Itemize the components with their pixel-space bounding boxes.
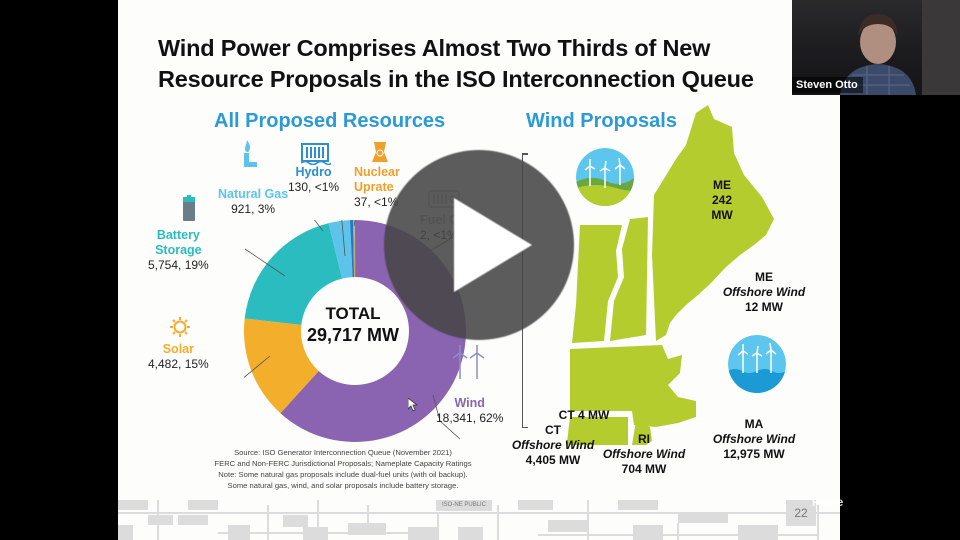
ma-offshore-label: MA Offshore Wind 12,975 MW	[712, 417, 796, 461]
footer-circuit-pattern	[118, 500, 840, 540]
total-value: 29,717 MW	[306, 325, 400, 345]
participant-video-feed	[840, 0, 960, 95]
map-state-vt	[572, 225, 622, 343]
participant-video-tile[interactable]: Steven Otto	[792, 0, 960, 95]
player-watermark: Powe	[812, 495, 844, 509]
mouse-cursor-icon	[408, 398, 418, 412]
slide-title: Wind Power Comprises Almost Two Thirds o…	[158, 33, 838, 95]
map-state-ma	[570, 345, 696, 427]
label-nuclear-uprate: Nuclear Uprate 37, <1%	[354, 165, 400, 209]
wind-proposals-heading: Wind Proposals	[526, 110, 677, 132]
chart-total: TOTAL 29,717 MW	[268, 303, 438, 346]
nuclear-plant-icon	[372, 142, 388, 162]
hydro-dam-icon	[301, 143, 331, 165]
label-natural-gas: Natural Gas 921, 3%	[218, 187, 289, 216]
ct-onshore-label: CT 4 MW	[558, 408, 610, 422]
label-battery-storage: Battery Storage 5,754, 19%	[148, 228, 209, 272]
map-state-me	[652, 105, 774, 341]
map-state-ri	[632, 421, 652, 445]
total-label: TOTAL	[325, 304, 381, 323]
title-line-2: Resource Proposals in the ISO Interconne…	[158, 66, 754, 92]
label-hydro: Hydro 130, <1%	[288, 165, 340, 194]
label-solar: Solar 4,482, 15%	[148, 342, 209, 371]
map-state-nh	[610, 217, 648, 341]
title-line-1: Wind Power Comprises Almost Two Thirds o…	[158, 35, 711, 61]
play-icon	[454, 198, 532, 292]
donut-slice-natural-gas	[328, 220, 353, 279]
slide-page-number: 22	[786, 500, 816, 526]
sun-icon	[170, 317, 190, 337]
ct-offshore-label: CT Offshore Wind 4,405 MW	[511, 423, 595, 467]
me-offshore-label: ME Offshore Wind 12 MW	[722, 270, 806, 314]
donut-slice-hydro	[350, 220, 355, 278]
battery-icon	[183, 195, 195, 221]
onshore-wind-icon	[576, 148, 634, 206]
gas-flame-icon	[244, 140, 257, 167]
map-state-ct	[566, 417, 628, 445]
new-england-map	[566, 105, 774, 445]
source-note: Source: ISO Generator Interconnection Qu…	[214, 448, 472, 490]
play-button[interactable]	[384, 150, 574, 340]
all-resources-heading: All Proposed Resources	[214, 110, 446, 132]
participant-name: Steven Otto	[792, 77, 863, 93]
iso-ne-public-tag: ISO-NE PUBLIC	[436, 500, 492, 511]
donut-slice-nuclear	[353, 220, 355, 277]
ri-offshore-label: RI Offshore Wind 704 MW	[602, 432, 686, 476]
label-wind: Wind 18,341, 62%	[436, 396, 504, 425]
me-onshore-label: ME 242 MW	[711, 178, 733, 222]
donut-slice-solar	[244, 318, 319, 414]
donut-slice-battery	[244, 223, 343, 325]
offshore-wind-icon	[728, 335, 786, 393]
wind-turbine-icon	[452, 345, 485, 379]
